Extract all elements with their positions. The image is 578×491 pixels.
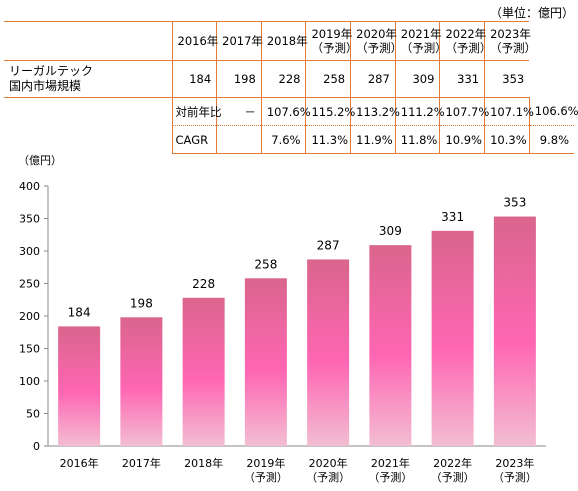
x-tick-label: 2018年 <box>184 456 223 470</box>
header-corner <box>4 21 172 61</box>
y-tick-label: 350 <box>19 213 40 226</box>
data-label: 258 <box>254 257 277 271</box>
y-tick-label: 150 <box>19 343 40 356</box>
year-header-line: 2021年 <box>400 27 442 41</box>
table-year-header: 2017年 <box>216 21 263 61</box>
cagr-value-cell: 11.3% <box>305 125 351 154</box>
market-value-cell: 353 <box>484 60 530 98</box>
data-label: 309 <box>379 224 402 238</box>
year-header-line: 2018年 <box>266 34 308 48</box>
cagr-value-cell: 10.3% <box>484 125 530 154</box>
cagr-label: CAGR <box>171 125 217 154</box>
market-value-cell: 184 <box>171 60 217 98</box>
x-tick-label: （予測） <box>368 470 412 484</box>
bar <box>431 230 474 446</box>
y-tick-label: 250 <box>19 278 40 291</box>
year-header-line: （予測） <box>356 41 403 55</box>
cagr-value-cell: 11.8% <box>394 125 440 154</box>
yoy-label: 対前年比 <box>171 97 222 126</box>
y-tick-label: 300 <box>19 245 40 258</box>
yoy-value-cell: 111.2% <box>394 97 445 126</box>
data-label: 184 <box>68 305 91 319</box>
bar <box>120 317 163 446</box>
data-table: 2016年 2017年 2018年 2019年 （予測） 2020年 （予測） 2021年 （予… <box>4 21 578 154</box>
table-year-header: 2023年 （予測） <box>484 21 536 61</box>
cagr-value-cell <box>216 125 262 154</box>
market-value-cell: 309 <box>394 60 440 98</box>
data-label: 228 <box>192 277 215 291</box>
yoy-value-cell: 107.6% <box>260 97 311 126</box>
cagr-value-cell: 11.9% <box>350 125 396 154</box>
data-label: 353 <box>503 196 526 210</box>
market-label: リーガルテック 国内市場規模 <box>4 60 172 98</box>
y-tick-label: 400 <box>19 180 40 193</box>
yoy-value-cell: 107.7% <box>439 97 489 126</box>
data-label: 287 <box>317 238 340 252</box>
x-tick-label: 2019年 <box>246 456 285 470</box>
x-tick-label: 2016年 <box>60 456 99 470</box>
x-tick-label: （予測） <box>431 470 475 484</box>
x-tick-label: （予測） <box>306 470 350 484</box>
table-year-header: 2021年 （予測） <box>394 21 447 61</box>
bar <box>493 216 536 446</box>
table-year-header: 2022年 （予測） <box>439 21 491 61</box>
x-tick-label: 2022年 <box>433 456 472 470</box>
market-value-cell: 258 <box>305 60 351 98</box>
year-header-line: 2020年 <box>356 27 397 41</box>
y-tick-label: 0 <box>33 440 40 453</box>
market-value-cell: 228 <box>260 60 306 98</box>
bar <box>58 326 101 446</box>
year-header-line: （予測） <box>400 41 447 55</box>
y-tick-label: 50 <box>26 408 40 421</box>
data-label: 198 <box>130 296 153 310</box>
y-tick-label: 100 <box>19 375 40 388</box>
market-value-cell: 198 <box>216 60 262 98</box>
table-row-cagr: CAGR 7.6% 11.3% 11.9% 11.8% 10.9% 10.3% 9.8% <box>4 125 574 154</box>
yoy-value-cell: 115.2% <box>305 97 355 126</box>
unit-note: （単位：億円） <box>489 6 574 20</box>
yoy-value-cell: 113.2% <box>350 97 400 126</box>
yoy-value-cell: － <box>216 97 262 126</box>
table-header-row: 2016年 2017年 2018年 2019年 （予測） 2020年 （予測） 2021年 （予… <box>4 21 574 61</box>
table-row-market: リーガルテック 国内市場規模 184 198 228 258 287 309 331 353 <box>4 60 574 98</box>
data-label: 331 <box>441 210 464 224</box>
x-tick-label: 2023年 <box>495 456 534 470</box>
year-header-line: 2023年 <box>490 27 531 41</box>
bar <box>244 278 287 446</box>
yoy-value-cell: 106.6% <box>528 97 578 126</box>
market-value-cell: 287 <box>350 60 396 98</box>
table-row-yoy: 対前年比－ 107.6% 115.2% 113.2% 111.2% 107.7% 107.1… <box>4 97 578 126</box>
bar <box>307 259 350 446</box>
table-year-header: 2018年 <box>260 21 308 61</box>
bar <box>369 245 412 446</box>
year-header-line: 2016年 <box>177 34 219 48</box>
year-header-line: （予測） <box>490 41 537 55</box>
cagr-value-cell: 7.6% <box>260 125 306 154</box>
x-tick-label: （予測） <box>493 470 537 484</box>
year-header-line: （予測） <box>445 41 492 55</box>
bar <box>182 297 225 446</box>
table-year-header: 2016年 <box>171 21 219 61</box>
year-header-line: 2019年 <box>311 27 353 41</box>
x-tick-label: 2017年 <box>122 456 161 470</box>
year-header-line: 2017年 <box>222 34 263 48</box>
market-label-line1: リーガルテック <box>9 64 94 78</box>
y-tick-label: 200 <box>19 310 40 323</box>
x-tick-label: 2020年 <box>309 456 348 470</box>
x-tick-label: 2021年 <box>371 456 410 470</box>
cagr-value-cell: 10.9% <box>439 125 485 154</box>
cagr-value-cell: 9.8% <box>528 125 574 154</box>
market-value-cell: 331 <box>439 60 485 98</box>
year-header-line: （予測） <box>311 41 358 55</box>
table-year-header: 2019年 （予測） <box>305 21 357 61</box>
table-year-header: 2020年 （予測） <box>350 21 402 61</box>
year-header-line: 2022年 <box>445 27 487 41</box>
y-axis-label: （億円） <box>18 154 62 167</box>
yoy-value-cell: 107.1% <box>484 97 534 126</box>
x-tick-label: （予測） <box>244 470 288 484</box>
market-label-line2: 国内市場規模 <box>9 79 82 93</box>
